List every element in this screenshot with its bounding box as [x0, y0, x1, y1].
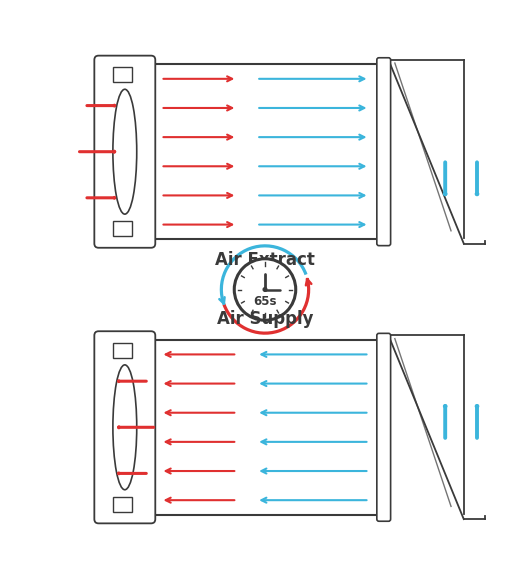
- Bar: [113, 222, 132, 236]
- Bar: [113, 343, 132, 357]
- Bar: [151, 340, 379, 515]
- Bar: [151, 64, 379, 239]
- Circle shape: [234, 259, 296, 320]
- FancyBboxPatch shape: [377, 334, 391, 521]
- Ellipse shape: [113, 89, 137, 214]
- Ellipse shape: [113, 365, 137, 490]
- Circle shape: [263, 288, 267, 291]
- Text: Air Supply: Air Supply: [217, 310, 313, 328]
- FancyBboxPatch shape: [377, 58, 391, 245]
- Bar: [113, 67, 132, 82]
- FancyBboxPatch shape: [94, 56, 155, 248]
- FancyBboxPatch shape: [94, 331, 155, 523]
- Text: 65s: 65s: [253, 295, 277, 307]
- Bar: [113, 497, 132, 512]
- Text: Air Extract: Air Extract: [215, 251, 315, 269]
